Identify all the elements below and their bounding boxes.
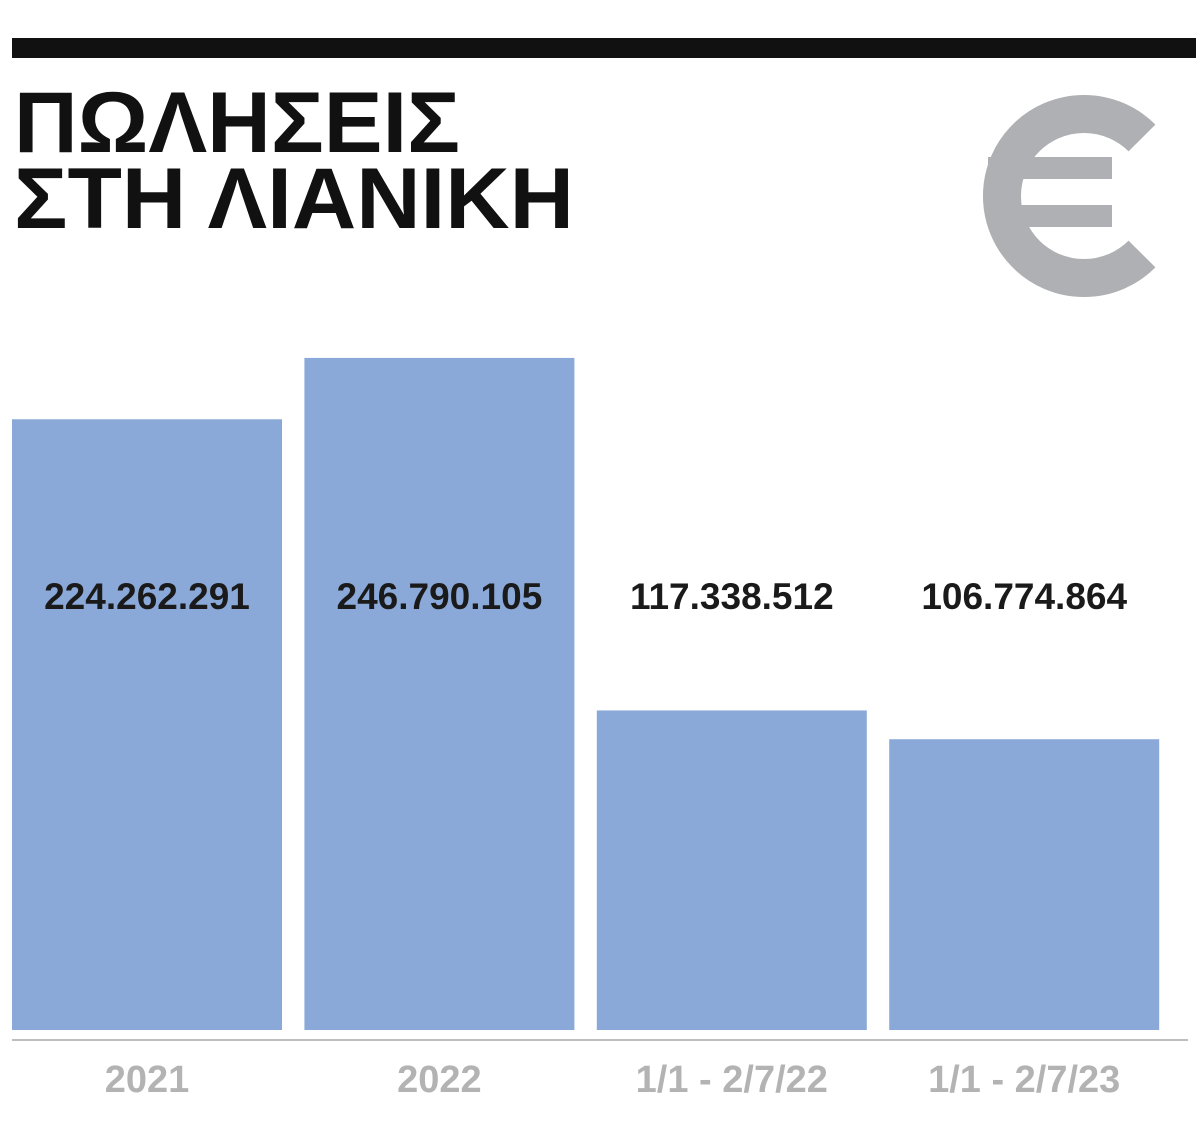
euro-arc [983, 95, 1156, 297]
x-tick-label: 2022 [397, 1059, 482, 1101]
euro-bar [988, 205, 1112, 227]
value-label: 224.262.291 [44, 576, 250, 617]
x-tick-label: 1/1 - 2/7/23 [928, 1059, 1120, 1101]
euro-icon [983, 95, 1156, 297]
bar [889, 739, 1160, 1030]
bar [304, 357, 575, 1030]
value-label: 246.790.105 [337, 576, 543, 617]
top-rule [12, 38, 1196, 58]
x-tick-label: 1/1 - 2/7/22 [636, 1059, 828, 1101]
euro-bar [988, 157, 1112, 179]
value-label: 117.338.512 [630, 576, 834, 617]
bar [12, 419, 282, 1030]
x-tick-label: 2021 [105, 1059, 190, 1101]
value-label: 106.774.864 [921, 576, 1127, 617]
chart-title-line-2: ΣΤΗ ΛΙΑΝΙΚΗ [14, 151, 574, 247]
bar [596, 710, 867, 1030]
chart-title-line-1: ΠΩΛΗΣΕΙΣ [14, 75, 460, 171]
